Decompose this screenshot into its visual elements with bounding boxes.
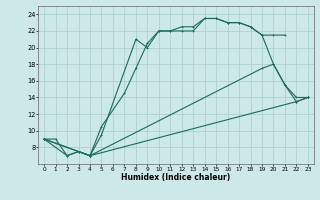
X-axis label: Humidex (Indice chaleur): Humidex (Indice chaleur): [121, 173, 231, 182]
